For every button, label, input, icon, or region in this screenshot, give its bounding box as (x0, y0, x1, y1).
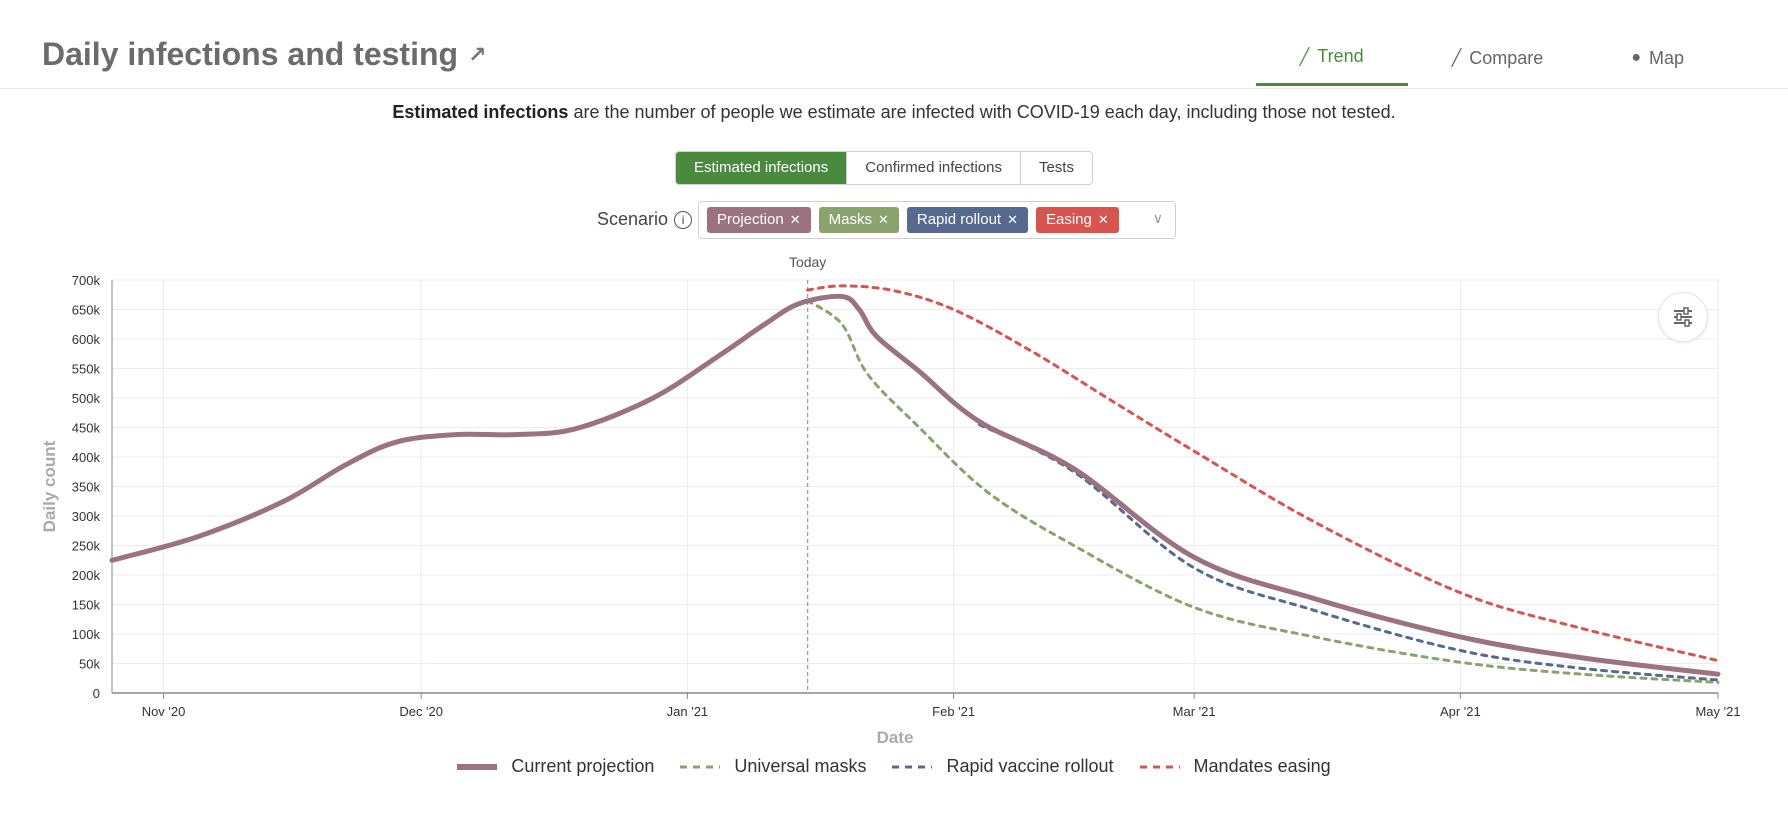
y-tick-label: 700k (72, 273, 101, 288)
sliders-icon (1674, 307, 1692, 327)
tab-map-label: Map (1648, 47, 1684, 68)
close-icon[interactable]: ✕ (1097, 212, 1109, 227)
metric-toggle: Estimated infections Confirmed infection… (675, 151, 1093, 185)
legend-swatch-current (457, 763, 498, 770)
page-title: Daily infections and testing ↗ (42, 36, 487, 73)
y-tick-label: 350k (72, 480, 101, 495)
scenario-chip-easing[interactable]: Easing ✕ (1035, 207, 1119, 233)
scenario-label: Scenario i (597, 209, 693, 230)
description-bold: Estimated infections (392, 102, 569, 122)
scenario-chip-projection[interactable]: Projection ✕ (707, 207, 811, 233)
legend-swatch-masks (680, 765, 721, 768)
metric-description: Estimated infections are the number of p… (0, 102, 1788, 123)
scenario-select[interactable]: Projection ✕ Masks ✕ Rapid rollout ✕ Easing… (698, 201, 1176, 239)
toggle-estimated-infections[interactable]: Estimated infections (676, 152, 847, 184)
line-chart-icon: ╱ (1299, 48, 1310, 66)
chart-settings-button[interactable] (1658, 292, 1708, 342)
view-tabs: ╱ Trend ╱ Compare ● Map (1255, 30, 1728, 86)
today-label: Today (789, 254, 826, 270)
header: Daily infections and testing ↗ ╱ Trend ╱… (0, 0, 1788, 89)
y-tick-label: 650k (72, 303, 101, 318)
toggle-tests[interactable]: Tests (1019, 152, 1092, 184)
external-link-icon[interactable]: ↗ (468, 41, 487, 67)
series-line-mandates-easing (806, 284, 1720, 663)
x-tick-label: May '21 (1695, 704, 1740, 719)
infections-chart: 0 50k 100k 150k 200k 250k 300k 350k 400k 450k 500k… (40, 254, 1741, 747)
legend-item-rapid[interactable]: Rapid vaccine rollout (892, 756, 1114, 777)
legend-label: Mandates easing (1193, 756, 1331, 776)
y-tick-label: 600k (72, 332, 101, 347)
series-line-universal-masks (806, 299, 1720, 684)
legend-label: Current projection (511, 756, 655, 776)
x-tick-label: Jan '21 (667, 704, 709, 719)
description-text: are the number of people we estimate are… (568, 102, 1396, 122)
close-icon[interactable]: ✕ (877, 212, 889, 227)
chart-legend: Current projection Universal masks Rapid… (0, 756, 1788, 777)
x-tick-label: Mar '21 (1173, 704, 1216, 719)
scenario-label-text: Scenario (597, 209, 669, 229)
legend-label: Universal masks (734, 756, 867, 776)
x-tick-label: Feb '21 (932, 704, 975, 719)
compare-chart-icon: ╱ (1451, 50, 1462, 67)
y-tick-label: 500k (72, 391, 101, 406)
tab-compare[interactable]: ╱ Compare (1408, 30, 1588, 86)
x-tick-label: Apr '21 (1440, 704, 1481, 719)
legend-item-masks[interactable]: Universal masks (680, 756, 866, 777)
chip-label: Rapid rollout (916, 211, 1002, 228)
chip-label: Easing (1045, 211, 1092, 228)
x-axis-label: Date (877, 728, 914, 747)
tab-trend[interactable]: ╱ Trend (1255, 30, 1408, 86)
legend-label: Rapid vaccine rollout (946, 756, 1114, 776)
y-axis-label: Daily count (40, 440, 59, 532)
y-tick-label: 400k (72, 450, 101, 465)
y-tick-label: 100k (72, 627, 101, 642)
scenario-chip-masks[interactable]: Masks ✕ (818, 207, 899, 233)
y-tick-label: 550k (72, 362, 101, 377)
y-tick-label: 0 (93, 686, 100, 701)
legend-swatch-rapid (892, 765, 933, 768)
tab-trend-label: Trend (1317, 46, 1364, 66)
close-icon[interactable]: ✕ (1007, 212, 1018, 227)
y-tick-label: 200k (72, 568, 101, 583)
close-icon[interactable]: ✕ (789, 212, 801, 227)
x-tick-label: Nov '20 (142, 704, 186, 719)
info-icon[interactable]: i (674, 210, 693, 229)
chip-label: Projection (717, 211, 784, 228)
y-tick-label: 450k (72, 421, 101, 436)
toggle-confirmed-infections[interactable]: Confirmed infections (846, 152, 1020, 184)
legend-item-easing[interactable]: Mandates easing (1139, 756, 1331, 777)
y-tick-label: 50k (79, 657, 100, 672)
page-title-text: Daily infections and testing (42, 36, 459, 72)
y-tick-label: 300k (72, 509, 101, 524)
chip-label: Masks (828, 211, 872, 228)
x-tick-label: Dec '20 (399, 704, 443, 719)
y-tick-label: 250k (72, 539, 101, 554)
chevron-down-icon[interactable]: ∨ (1152, 210, 1163, 226)
legend-item-current[interactable]: Current projection (457, 756, 654, 777)
series-line-rapid-vaccine-rollout (977, 423, 1720, 682)
series-line-current-projection (109, 293, 1721, 677)
tab-map[interactable]: ● Map (1587, 30, 1728, 86)
y-tick-label: 150k (72, 598, 101, 613)
scenario-chip-rapid-rollout[interactable]: Rapid rollout ✕ (906, 207, 1028, 233)
legend-swatch-easing (1139, 765, 1180, 768)
globe-icon: ● (1631, 49, 1641, 66)
tab-compare-label: Compare (1469, 47, 1544, 68)
